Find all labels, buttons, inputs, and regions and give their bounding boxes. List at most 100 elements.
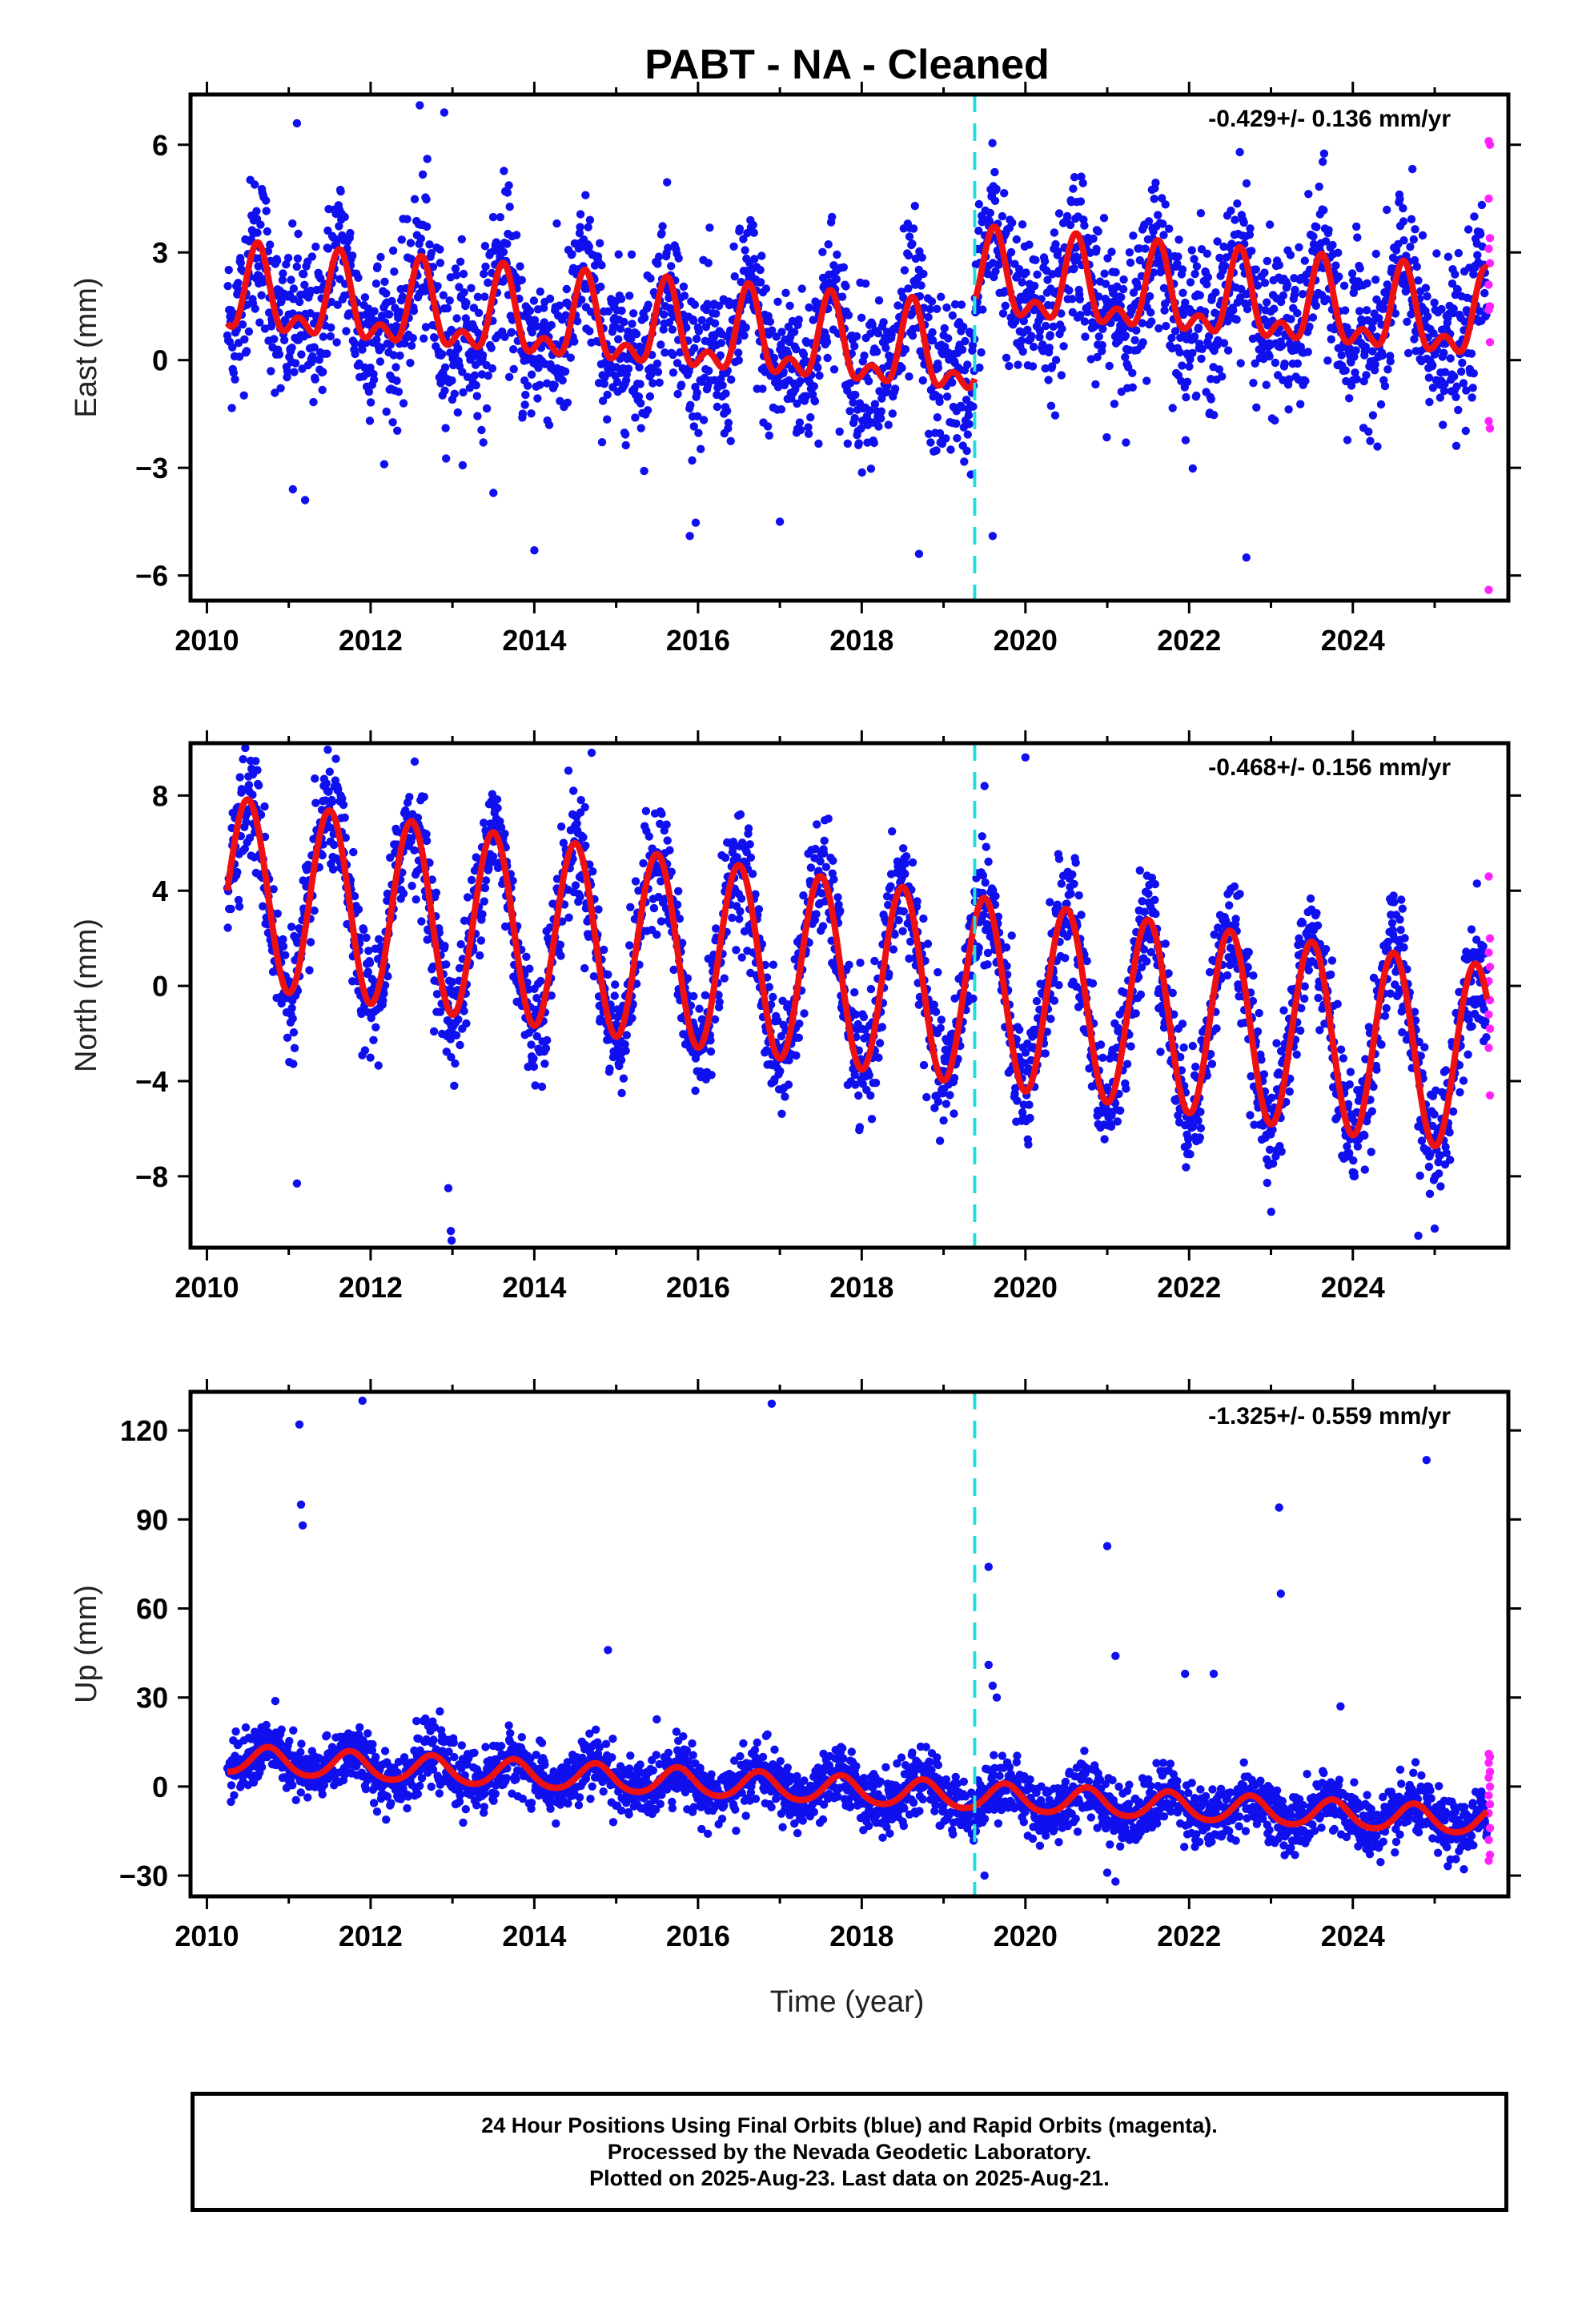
final-orbit-point xyxy=(470,371,480,380)
final-orbit-point xyxy=(392,376,401,385)
final-orbit-point xyxy=(459,388,468,397)
final-orbit-point xyxy=(310,343,319,352)
final-orbit-point xyxy=(350,891,359,901)
final-orbit-point xyxy=(1113,1117,1122,1126)
final-orbit-point xyxy=(476,951,484,960)
final-orbit-point xyxy=(631,877,640,886)
final-orbit-point xyxy=(636,424,645,432)
final-orbit-point xyxy=(446,1035,455,1043)
final-orbit-point xyxy=(911,254,921,263)
final-orbit-point xyxy=(793,399,801,408)
final-orbit-point xyxy=(251,180,259,189)
final-orbit-point xyxy=(1070,173,1079,182)
final-orbit-point xyxy=(1054,980,1063,990)
final-orbit-point xyxy=(472,380,480,390)
final-orbit-point xyxy=(454,1015,463,1024)
final-orbit-point xyxy=(327,323,335,332)
final-orbit-point xyxy=(1242,553,1251,562)
panel-north: 2010 2012 2014 2016 2018 2020 2022 2024−8−4048N… xyxy=(70,730,1521,1304)
final-orbit-point xyxy=(652,930,661,939)
final-orbit-point xyxy=(1335,272,1343,281)
final-orbit-point xyxy=(835,427,844,436)
final-orbit-point xyxy=(1116,1106,1125,1116)
final-orbit-point xyxy=(1304,190,1313,199)
final-orbit-point xyxy=(579,833,588,842)
x-tick-label: 2014 xyxy=(502,624,566,657)
final-orbit-point xyxy=(564,766,573,775)
final-orbit-point xyxy=(758,384,767,393)
final-orbit-point xyxy=(1170,327,1180,336)
final-orbit-point xyxy=(859,1012,869,1022)
final-orbit-point xyxy=(784,1080,793,1089)
final-orbit-point xyxy=(930,1000,939,1009)
final-orbit-point xyxy=(364,387,374,396)
final-orbit-point xyxy=(369,1035,378,1045)
final-orbit-point xyxy=(1080,317,1090,326)
final-orbit-point xyxy=(1151,179,1160,187)
final-orbit-point xyxy=(950,1109,958,1118)
final-orbit-point xyxy=(875,1039,885,1047)
final-orbit-point xyxy=(235,902,244,911)
final-orbit-point xyxy=(537,1082,547,1092)
final-orbit-point xyxy=(625,292,634,300)
final-orbit-point xyxy=(509,345,518,354)
final-orbit-point xyxy=(600,380,608,388)
final-orbit-point xyxy=(233,867,242,877)
final-orbit-point xyxy=(366,398,375,407)
final-orbit-point xyxy=(544,420,554,429)
final-orbit-point xyxy=(342,327,351,336)
final-orbit-point xyxy=(990,196,1000,205)
final-orbit-point xyxy=(860,351,869,360)
final-orbit-point xyxy=(525,307,535,316)
final-orbit-point xyxy=(1100,1135,1109,1144)
final-orbit-point xyxy=(273,909,282,919)
final-orbit-point xyxy=(585,215,595,224)
final-orbit-point xyxy=(1222,253,1231,262)
final-orbit-point xyxy=(1054,209,1064,218)
final-orbit-point xyxy=(584,242,593,251)
final-orbit-point xyxy=(562,284,571,294)
final-orbit-point xyxy=(879,318,888,327)
final-orbit-point xyxy=(596,239,604,247)
final-orbit-point xyxy=(521,390,530,400)
final-orbit-point xyxy=(533,394,542,403)
final-orbit-point xyxy=(1328,240,1337,250)
final-orbit-point xyxy=(327,297,336,307)
final-orbit-point xyxy=(1467,349,1476,358)
final-orbit-point xyxy=(522,952,531,962)
final-orbit-point xyxy=(734,348,743,357)
final-orbit-point xyxy=(953,434,962,443)
final-orbit-point xyxy=(634,887,643,895)
final-orbit-point xyxy=(794,316,803,324)
final-orbit-point xyxy=(1308,313,1318,322)
final-orbit-point xyxy=(547,320,556,330)
chart-title: PABT - NA - Cleaned xyxy=(644,42,1050,88)
final-orbit-point xyxy=(1045,344,1054,352)
rapid-orbit-point xyxy=(1484,305,1493,315)
final-orbit-point xyxy=(552,875,562,883)
final-orbit-point xyxy=(1331,261,1340,270)
final-orbit-point xyxy=(1151,910,1160,919)
final-orbit-point xyxy=(536,287,544,296)
final-orbit-point xyxy=(256,220,265,229)
final-orbit-point xyxy=(1252,403,1261,412)
final-orbit-point xyxy=(990,167,999,177)
final-orbit-point xyxy=(854,1091,863,1100)
final-orbit-point xyxy=(899,844,908,853)
final-orbit-point xyxy=(1296,400,1305,408)
final-orbit-point xyxy=(680,292,689,300)
final-orbit-point xyxy=(769,960,778,969)
final-orbit-point xyxy=(1160,306,1169,315)
final-orbit-point xyxy=(1046,401,1056,410)
final-orbit-point xyxy=(288,485,297,494)
final-orbit-point xyxy=(283,253,293,263)
rapid-orbit-point xyxy=(1484,416,1493,426)
final-orbit-point xyxy=(1012,235,1022,244)
final-orbit-point xyxy=(279,269,287,278)
final-orbit-point xyxy=(1343,436,1352,444)
final-orbit-point xyxy=(665,318,674,327)
final-orbit-point xyxy=(1099,214,1109,223)
final-orbit-point xyxy=(1100,269,1109,278)
final-orbit-point xyxy=(363,967,372,976)
final-orbit-point xyxy=(629,309,638,318)
